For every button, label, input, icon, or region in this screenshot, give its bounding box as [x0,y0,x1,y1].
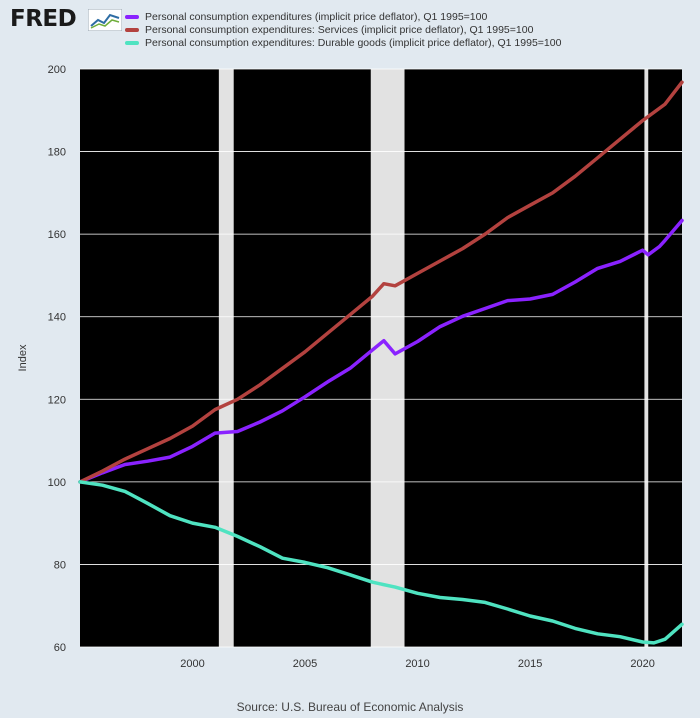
legend-label: Personal consumption expenditures: Servi… [145,23,534,36]
legend-item-pce[interactable]: Personal consumption expenditures (impli… [125,10,561,23]
y-tick-label: 200 [48,64,66,76]
x-tick-label: 2020 [630,658,654,670]
series-line-1 [78,80,684,484]
series-line-0 [78,218,684,484]
source-note: Source: U.S. Bureau of Economic Analysis [236,700,464,714]
legend-swatch [125,14,139,19]
y-tick-label: 160 [48,229,66,241]
legend-item-services[interactable]: Personal consumption expenditures: Servi… [125,23,561,36]
y-tick-label: 180 [48,147,66,159]
chart-legend: Personal consumption expenditures (impli… [125,10,561,49]
recession-band [218,69,234,647]
fred-logo[interactable]: FRED [10,6,122,36]
legend-label: Personal consumption expenditures (impli… [145,10,488,23]
x-tick-label: 2015 [518,658,542,670]
x-tick-label: 2005 [293,658,317,670]
y-tick-label: 120 [48,394,66,406]
recession-band [370,69,405,647]
y-axis-label: Index [17,344,29,371]
y-tick-label: 60 [54,642,66,654]
legend-label: Personal consumption expenditures: Durab… [145,36,562,49]
recession-band [644,69,649,647]
y-tick-label: 80 [54,559,66,571]
legend-swatch [125,27,139,32]
legend-item-durable-goods[interactable]: Personal consumption expenditures: Durab… [125,36,561,49]
x-tick-label: 2010 [405,658,429,670]
series-line-2 [78,480,684,645]
line-chart-icon [88,9,122,31]
x-tick-label: 2000 [180,658,204,670]
logo-text: FRED [10,6,77,32]
y-tick-label: 100 [48,477,66,489]
y-tick-label: 140 [48,312,66,324]
legend-swatch [125,40,139,45]
